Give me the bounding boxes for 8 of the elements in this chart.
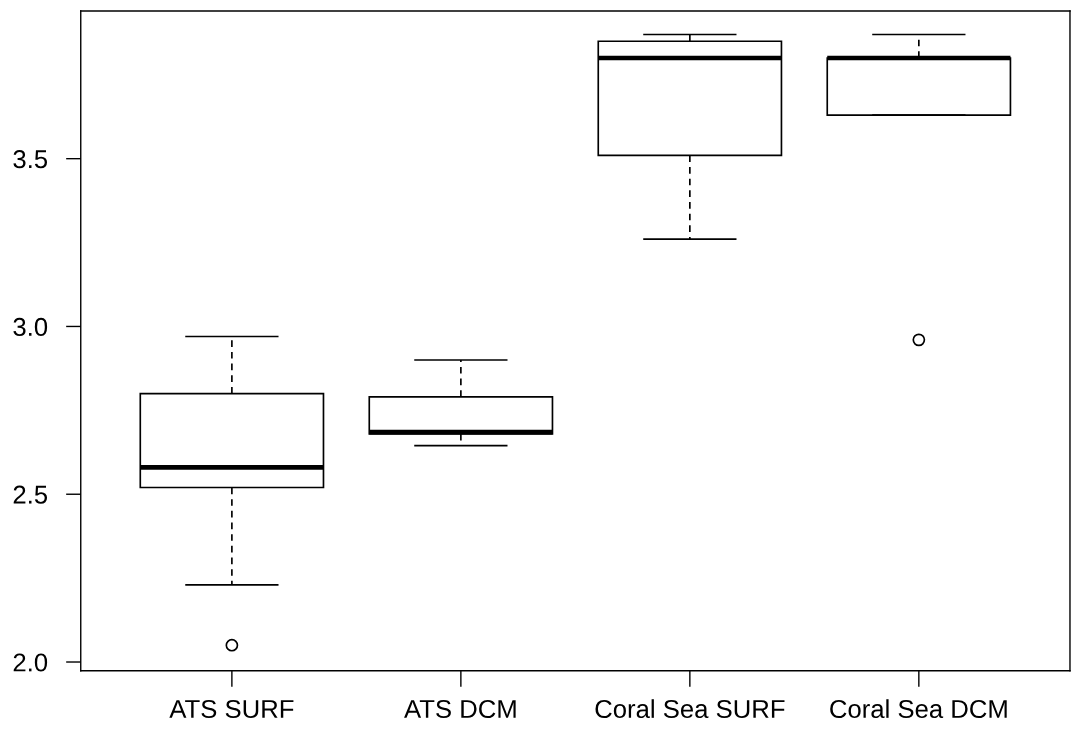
x-tick-label: Coral Sea SURF	[595, 699, 785, 719]
y-tick-label: 2.0	[13, 653, 48, 672]
x-tick-label: ATS SURF	[169, 699, 294, 719]
x-tick-label: Coral Sea DCM	[830, 699, 1007, 719]
y-tick-label: 2.5	[13, 485, 48, 504]
y-tick-label: 3.0	[13, 317, 48, 337]
x-tick-label: ATS DCM	[404, 699, 516, 719]
y-tick-label: 3.5	[13, 150, 48, 169]
